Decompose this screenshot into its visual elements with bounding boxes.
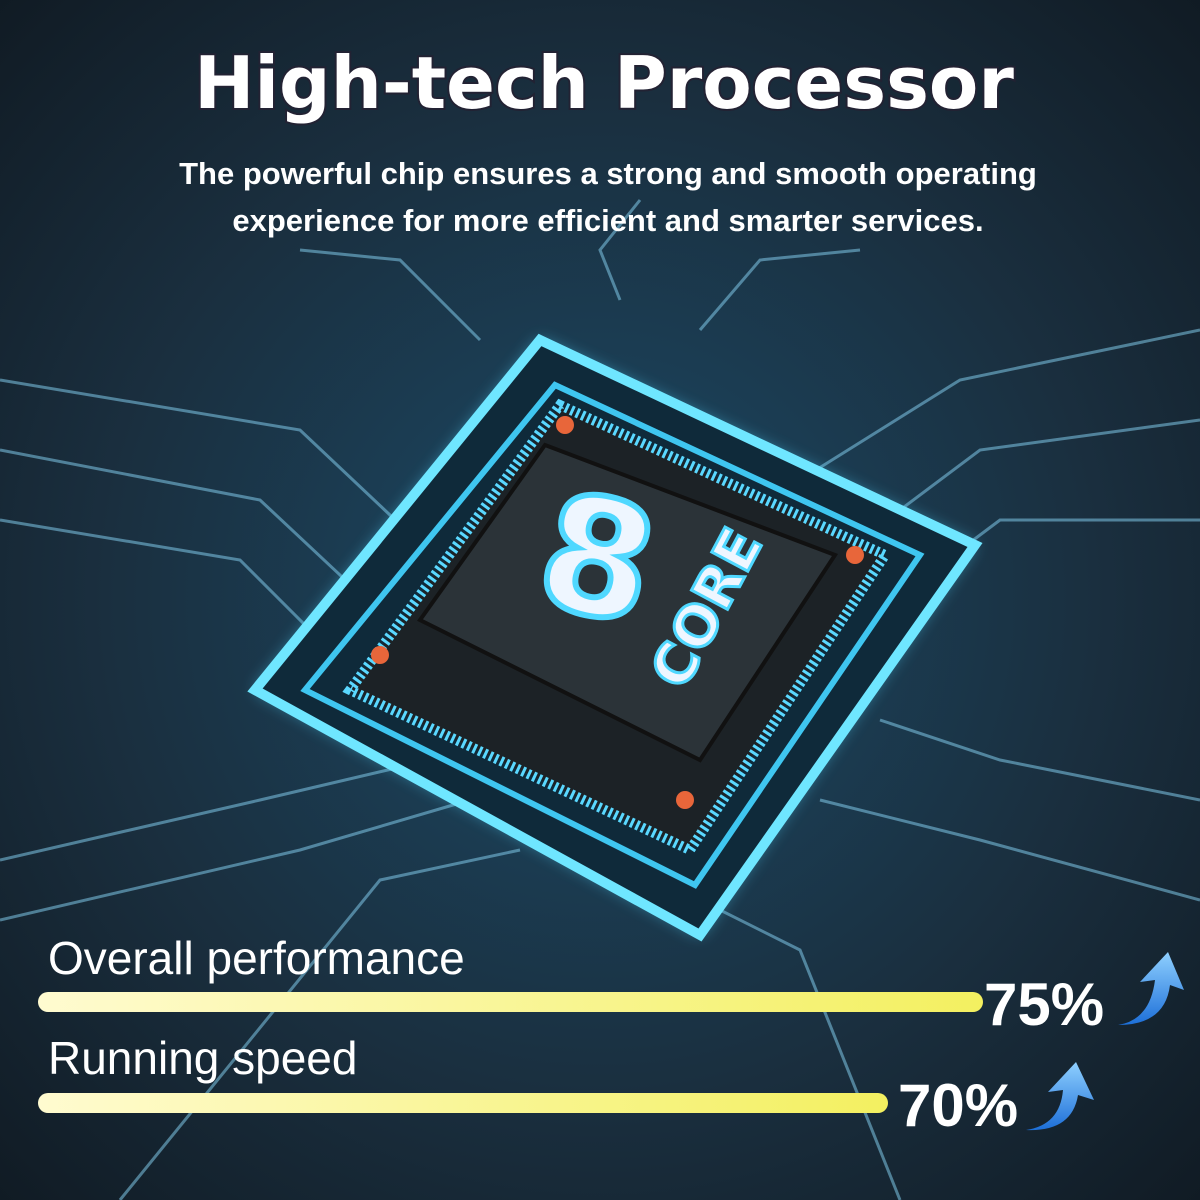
subtitle: experience for more efficient and smarte… bbox=[232, 203, 983, 238]
metric-bar bbox=[38, 1093, 888, 1113]
metric-value: 70% bbox=[898, 1072, 1018, 1139]
subtitle: The powerful chip ensures a strong and s… bbox=[179, 156, 1037, 191]
circuit-traces bbox=[0, 199, 1200, 1200]
up-arrow bbox=[1118, 952, 1184, 1025]
metric-value: 75% bbox=[984, 971, 1104, 1038]
title: High-tech Processor bbox=[194, 41, 1014, 125]
metric-bar bbox=[38, 992, 983, 1012]
metric-label: Running speed bbox=[48, 1032, 357, 1084]
metric-label: Overall performance bbox=[48, 932, 465, 984]
up-arrow bbox=[1026, 1062, 1094, 1131]
chip: 8 CORE bbox=[247, 333, 983, 942]
